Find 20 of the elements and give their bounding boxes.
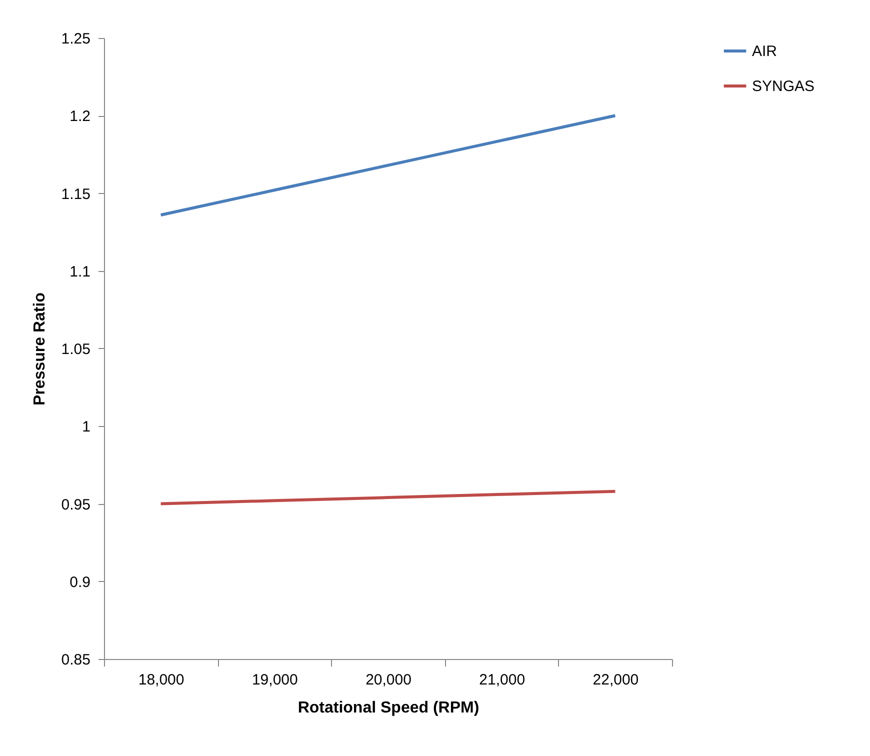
x-axis-title: Rotational Speed (RPM) bbox=[298, 700, 480, 716]
y-tick-label: 1 bbox=[82, 418, 90, 436]
y-axis-title: Pressure Ratio bbox=[31, 292, 48, 406]
x-tick-label: 18,000 bbox=[138, 672, 184, 688]
y-tick-label: 1.25 bbox=[61, 30, 90, 48]
y-tick-label: 0.9 bbox=[70, 574, 90, 591]
y-tick-label: 0.95 bbox=[61, 496, 90, 514]
legend-label: AIR bbox=[752, 43, 778, 60]
x-tick-label: 19,000 bbox=[252, 672, 298, 688]
line-series bbox=[159, 490, 617, 506]
y-tick-label: 0.85 bbox=[61, 652, 90, 668]
x-tick-label: 21,000 bbox=[479, 672, 526, 688]
x-tick-label: 22,000 bbox=[592, 672, 639, 688]
y-tick-label: 1.2 bbox=[70, 108, 90, 126]
y-tick-label: 1.05 bbox=[61, 341, 90, 358]
legend-label: SYNGAS bbox=[752, 78, 815, 95]
line-series bbox=[159, 114, 617, 216]
y-tick-label: 1.15 bbox=[61, 186, 90, 203]
x-tick-label: 20,000 bbox=[366, 672, 412, 688]
y-tick-label: 1.1 bbox=[70, 263, 90, 280]
